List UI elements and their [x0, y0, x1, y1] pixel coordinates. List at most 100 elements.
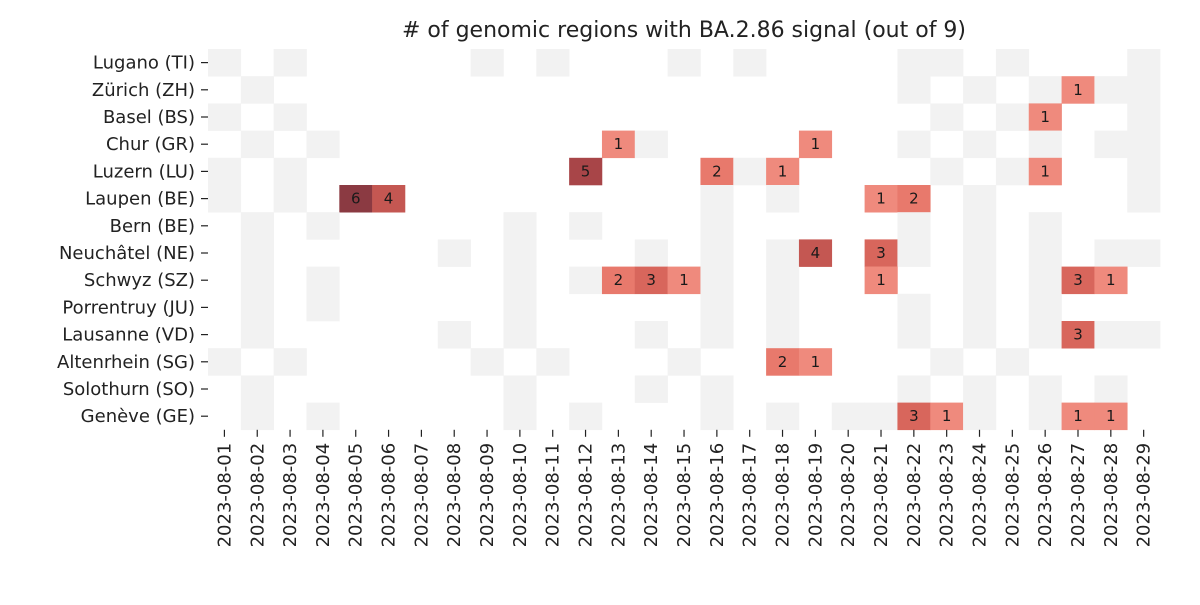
x-tick-label: 2023-08-25: [1002, 443, 1023, 548]
heatmap-cell: [897, 130, 931, 159]
heatmap-cell: [240, 293, 274, 322]
x-tick-label: 2023-08-26: [1035, 443, 1056, 548]
heatmap-cell: [208, 157, 242, 186]
heatmap-cell: [963, 185, 997, 213]
heatmap-cell: [864, 402, 898, 431]
heatmap-cell: [963, 321, 997, 349]
y-tick-label: Chur (GR): [106, 134, 195, 155]
heatmap-cell: [930, 103, 964, 131]
heatmap-cell: [208, 185, 242, 213]
heatmap-cell: [240, 212, 274, 240]
cell-value-label: 3: [646, 271, 656, 289]
heatmap-cell: [208, 348, 242, 376]
heatmap-cell: [1094, 239, 1128, 267]
heatmap-cell: [995, 348, 1030, 376]
heatmap-cell: [897, 239, 931, 267]
heatmap-cell: [766, 185, 800, 213]
y-tick-label: Altenrhein (SG): [57, 352, 195, 373]
cell-value-label: 1: [1073, 81, 1083, 99]
x-tick-label: 2023-08-23: [937, 443, 958, 548]
heatmap-cell: [306, 293, 340, 322]
x-tick-label: 2023-08-24: [970, 443, 991, 548]
heatmap-cell: [930, 49, 964, 77]
heatmap-cell: [897, 49, 931, 77]
heatmap-cell: [503, 266, 537, 295]
heatmap-cell: [700, 212, 734, 240]
heatmap-cell: [700, 185, 734, 213]
heatmap-cell: [1127, 239, 1161, 267]
cell-value-label: 1: [876, 271, 886, 289]
cell-value-label: 3: [1073, 326, 1083, 344]
x-tick-label: 2023-08-13: [608, 443, 629, 548]
cell-value-label: 1: [876, 190, 886, 208]
heatmap-cell: [963, 293, 997, 322]
heatmap-cell: [503, 212, 537, 240]
cell-value-label: 3: [1073, 271, 1083, 289]
cell-value-label: 1: [1073, 407, 1083, 425]
heatmap-cell: [503, 375, 537, 403]
x-axis: 2023-08-01 2023-08-02 2023-08-03 2023-08-04…: [214, 429, 1155, 548]
heatmap-cell: [1028, 266, 1062, 295]
heatmap-cell: [930, 402, 964, 431]
x-tick-label: 2023-08-06: [379, 443, 400, 548]
x-tick-label: 2023-08-09: [477, 443, 498, 548]
heatmap-cell: [963, 375, 997, 403]
heatmap-cell: [831, 402, 865, 431]
heatmap-cell: [306, 130, 340, 159]
y-tick-label: Neuchâtel (NE): [59, 243, 195, 264]
chart-title: # of genomic regions with BA.2.86 signal…: [402, 18, 966, 43]
cell-value-label: 1: [679, 271, 689, 289]
heatmap-cell: [766, 239, 800, 267]
cell-value-label: 1: [1040, 162, 1050, 180]
heatmap-cell: [503, 239, 537, 267]
heatmap-cell: [1028, 402, 1062, 431]
heatmap-cell: [306, 266, 340, 295]
cell-value-label: 1: [1106, 407, 1116, 425]
x-tick-label: 2023-08-02: [247, 443, 268, 548]
cell-value-label: 3: [909, 407, 919, 425]
heatmap-cell: [798, 239, 833, 267]
x-tick-label: 2023-08-21: [871, 443, 892, 548]
cell-value-label: 1: [1040, 108, 1050, 126]
x-tick-label: 2023-08-28: [1101, 443, 1122, 548]
heatmap-cell: [1028, 293, 1062, 322]
cell-value-label: 2: [614, 271, 624, 289]
heatmap-cell: [897, 402, 931, 431]
heatmap-cell: [897, 212, 931, 240]
heatmap-cell: [1127, 185, 1161, 213]
heatmap-cell: [634, 130, 668, 159]
heatmap-cell: [1028, 239, 1062, 267]
y-tick-label: Basel (BS): [103, 107, 195, 128]
heatmap-cell: [930, 157, 964, 186]
heatmap-cell: [766, 266, 800, 295]
x-tick-label: 2023-08-29: [1134, 443, 1155, 548]
heatmap-cell: [240, 266, 274, 295]
heatmap-cells: 1 1 1 1 5 2 1 1 6 4 1 2 4 3 2 3 1 1 3 1 3 2 1 3 1 1 1: [208, 49, 1161, 431]
heatmap-cell: [240, 130, 274, 159]
heatmap-cell: [1094, 375, 1128, 403]
heatmap-cell: [1094, 402, 1128, 431]
y-tick-label: Zürich (ZH): [92, 80, 195, 101]
heatmap-cell: [864, 185, 898, 213]
heatmap-cell: [306, 212, 340, 240]
heatmap-cell: [897, 293, 931, 322]
x-tick-label: 2023-08-08: [444, 443, 465, 548]
heatmap-cell: [766, 157, 800, 186]
heatmap-cell: [569, 266, 603, 295]
heatmap-cell: [240, 375, 274, 403]
heatmap-cell: [634, 375, 668, 403]
cell-value-label: 3: [876, 244, 886, 262]
heatmap-cell: [437, 321, 471, 349]
y-tick-label: Porrentruy (JU): [62, 297, 195, 318]
heatmap-cell: [1028, 76, 1062, 104]
cell-value-label: 6: [351, 190, 361, 208]
heatmap-cell: [897, 375, 931, 403]
x-tick-label: 2023-08-22: [904, 443, 925, 548]
heatmap-cell: [700, 293, 734, 322]
heatmap-cell: [240, 321, 274, 349]
x-tick-label: 2023-08-16: [707, 443, 728, 548]
x-tick-label: 2023-08-01: [214, 443, 235, 548]
heatmap-cell: [1028, 130, 1062, 159]
cell-value-label: 1: [942, 407, 952, 425]
x-tick-label: 2023-08-19: [805, 443, 826, 548]
